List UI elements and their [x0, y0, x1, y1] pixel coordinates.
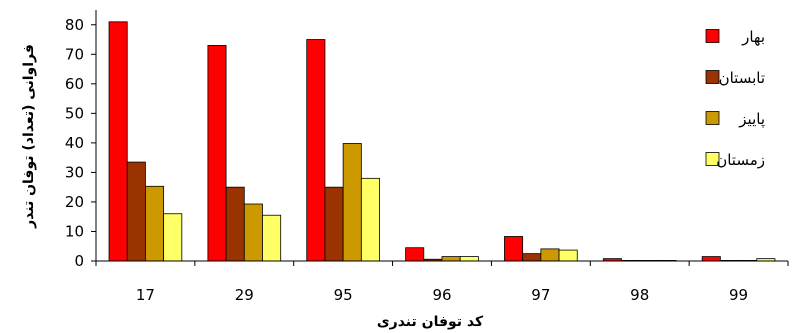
- bar-96-series-3: [441, 256, 461, 262]
- bar-17-series-1: [108, 21, 128, 262]
- bar-96-series-4: [459, 256, 479, 262]
- x-tick-label-99: 99: [729, 286, 748, 304]
- bar-99-series-1: [701, 256, 721, 262]
- x-tick-label-29: 29: [235, 286, 254, 304]
- bar-96-series-1: [405, 247, 425, 262]
- y-tick-label: 10: [65, 222, 84, 240]
- x-tick-label-97: 97: [531, 286, 550, 304]
- bar-95-series-1: [306, 39, 326, 262]
- legend-swatch-3: [705, 111, 720, 125]
- bar-95-series-2: [324, 186, 344, 262]
- x-tick-label-17: 17: [136, 286, 155, 304]
- x-tick-label-96: 96: [432, 286, 451, 304]
- y-tick-label: 30: [65, 163, 84, 181]
- bar-97-series-1: [504, 236, 524, 262]
- x-axis-title: کد توفان تندری: [377, 314, 484, 330]
- bar-95-series-4: [360, 177, 380, 262]
- y-tick-label: 80: [65, 16, 84, 34]
- bar-97-series-3: [540, 248, 560, 262]
- legend-swatch-1: [705, 29, 720, 43]
- x-tick-label-95: 95: [334, 286, 353, 304]
- bar-29-series-3: [243, 203, 263, 262]
- y-tick-label: 70: [65, 45, 84, 63]
- bar-97-series-2: [522, 253, 542, 262]
- legend-label-3: پاییز: [738, 110, 765, 129]
- y-tick-label: 60: [65, 75, 84, 93]
- x-tick-label-98: 98: [630, 286, 649, 304]
- legend-label-4: زمستان: [716, 151, 765, 169]
- bar-17-series-2: [126, 161, 146, 262]
- y-tick-label: 40: [65, 134, 84, 152]
- legend-swatch-2: [705, 70, 720, 84]
- bar-97-series-4: [558, 249, 578, 262]
- bar-29-series-4: [262, 214, 282, 262]
- bar-29-series-2: [225, 186, 245, 262]
- y-tick-label: 50: [65, 104, 84, 122]
- y-tick-label: 0: [74, 252, 84, 270]
- legend-swatch-4: [705, 152, 720, 166]
- y-tick-label: 20: [65, 193, 84, 211]
- legend-label-1: بهار: [741, 28, 765, 46]
- bar-95-series-3: [342, 143, 362, 262]
- bar-17-series-3: [145, 185, 165, 262]
- legend-label-2: تابستان: [719, 69, 765, 87]
- bar-29-series-1: [207, 45, 227, 262]
- bar-17-series-4: [163, 213, 183, 262]
- y-axis-title: فراوانی (تعداد) توفان تندر: [21, 44, 37, 229]
